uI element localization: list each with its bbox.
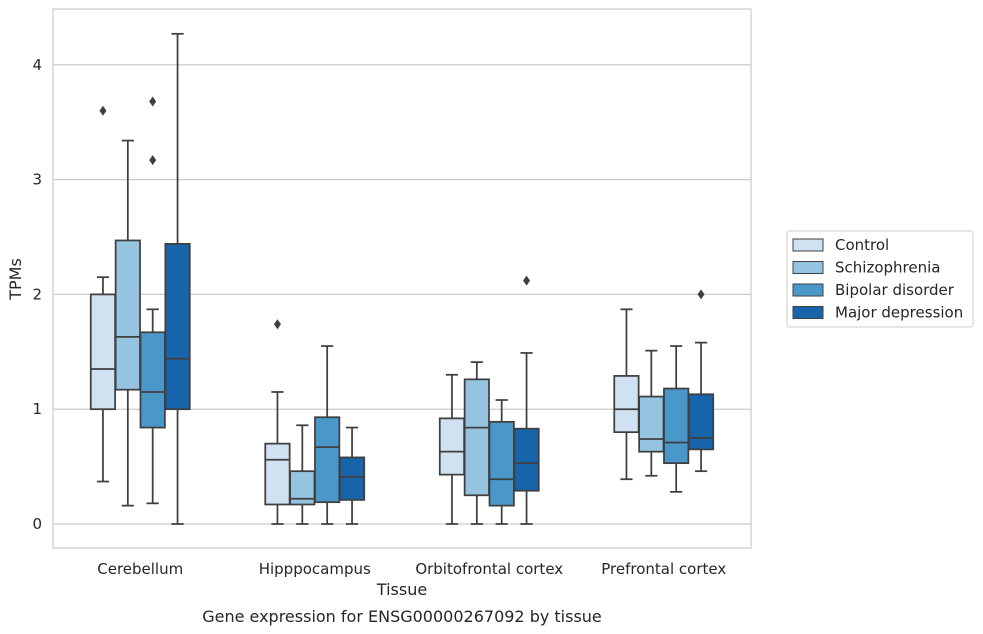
box-cerebellum-bipolar-disorder: [139, 96, 166, 505]
outlier-marker: [273, 319, 281, 330]
box-plot-area: [89, 32, 715, 525]
outlier-marker: [697, 289, 705, 300]
box-iqr: [513, 427, 540, 492]
outlier-marker: [149, 155, 157, 166]
box-iqr: [663, 387, 690, 465]
box-iqr: [264, 442, 291, 506]
y-tick-label-3: 3: [32, 171, 42, 189]
y-tick-label-4: 4: [32, 56, 42, 74]
box-iqr: [89, 293, 117, 411]
x-axis-label: Tissue: [376, 580, 427, 599]
legend-label: Control: [835, 236, 889, 254]
outlier-marker: [99, 105, 107, 116]
legend-label: Major depression: [835, 304, 963, 322]
legend: Control Schizophrenia Bipolar disorder Majo…: [786, 230, 974, 328]
box-iqr: [687, 393, 715, 451]
box-cerebellum-major-depression: [164, 32, 191, 525]
x-tick-label-orbitofrontal-cortex: Orbitofrontal cortex: [415, 560, 563, 578]
box-iqr: [139, 331, 166, 429]
legend-frame: [786, 230, 974, 328]
legend-swatch: [792, 283, 824, 297]
legend-label: Schizophrenia: [835, 259, 940, 277]
box-iqr: [463, 378, 490, 497]
x-tick-label-prefrontal-cortex: Prefrontal cortex: [601, 560, 726, 578]
box-prefrontal-cortex-schizophrenia: [638, 349, 665, 477]
x-axis-ticks: Cerebellum Hipppocampus Orbitofrontal cort…: [97, 560, 726, 578]
legend-swatch: [792, 238, 824, 252]
box-iqr: [638, 395, 665, 453]
box-hipppocampus-schizophrenia: [289, 424, 316, 525]
box-cerebellum-schizophrenia: [114, 139, 141, 507]
y-tick-label-2: 2: [32, 285, 42, 303]
box-prefrontal-cortex-control: [613, 308, 640, 481]
outlier-marker: [149, 96, 157, 107]
box-hipppocampus-control: [264, 319, 291, 525]
legend-label: Bipolar disorder: [835, 281, 955, 299]
legend-item-schizophrenia: Schizophrenia: [792, 259, 940, 277]
box-orbitofrontal-cortex-schizophrenia: [463, 361, 490, 525]
grid-lines: [53, 64, 751, 525]
outlier-marker: [523, 275, 531, 286]
box-iqr: [338, 456, 366, 501]
y-axis-ticks: 0 1 2 3 4: [32, 56, 42, 533]
x-tick-label-cerebellum: Cerebellum: [97, 560, 183, 578]
y-tick-label-0: 0: [32, 515, 42, 533]
box-hipppocampus-major-depression: [338, 426, 366, 525]
box-iqr: [488, 420, 515, 507]
legend-item-major-depression: Major depression: [792, 304, 963, 322]
legend-item-control: Control: [792, 236, 889, 254]
legend-swatch: [792, 261, 824, 274]
y-tick-label-1: 1: [32, 400, 42, 418]
box-cerebellum-control: [89, 105, 117, 483]
box-prefrontal-cortex-major-depression: [687, 289, 715, 473]
box-iqr: [613, 375, 640, 434]
x-tick-label-hipppocampus: Hipppocampus: [259, 560, 371, 578]
box-prefrontal-cortex-bipolar-disorder: [663, 345, 690, 493]
box-iqr: [438, 417, 466, 476]
legend-swatch: [792, 306, 824, 319]
box-hipppocampus-bipolar-disorder: [314, 345, 341, 525]
chart-caption: Gene expression for ENSG00000267092 by t…: [202, 607, 602, 626]
box-iqr: [314, 416, 341, 504]
box-orbitofrontal-cortex-control: [438, 373, 466, 525]
legend-item-bipolar-disorder: Bipolar disorder: [792, 281, 955, 299]
y-axis-label: TPMs: [6, 258, 25, 301]
box-orbitofrontal-cortex-bipolar-disorder: [488, 399, 515, 525]
plot-frame: [52, 8, 752, 549]
box-orbitofrontal-cortex-major-depression: [513, 275, 540, 525]
box-iqr: [114, 239, 141, 391]
box-iqr: [164, 243, 191, 411]
